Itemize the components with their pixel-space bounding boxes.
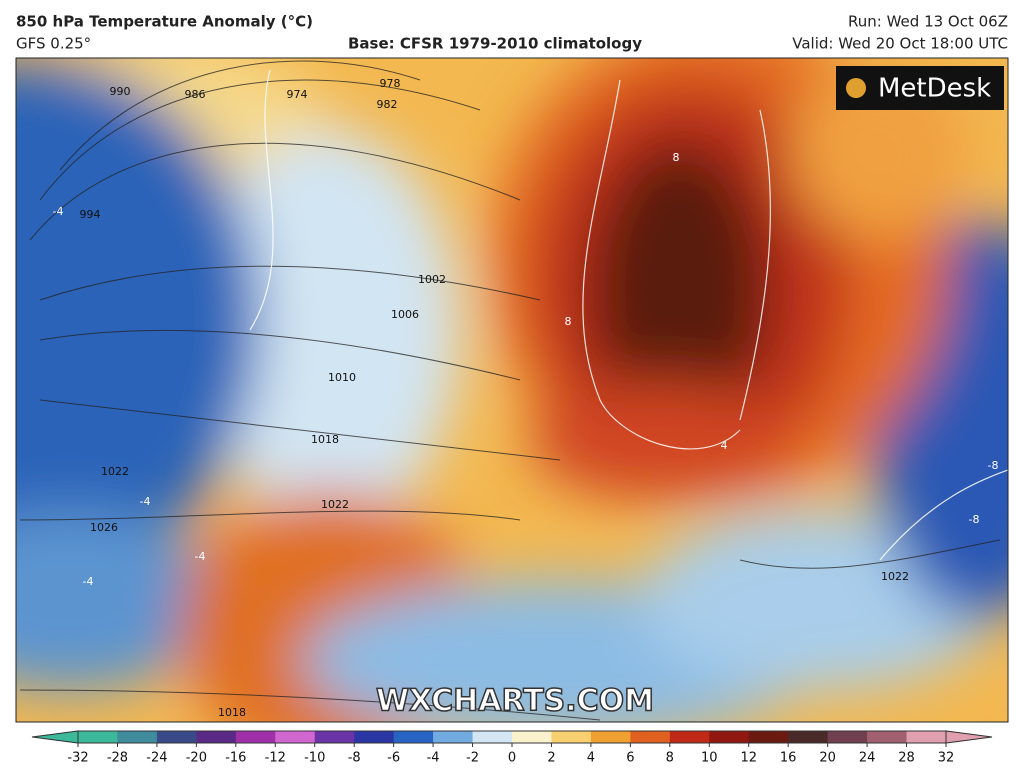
colorbar-bin [235, 731, 276, 743]
colorbar-tick-label: 16 [780, 751, 797, 766]
colorbar-tick-label: 8 [666, 751, 674, 766]
isobar-label: 994 [80, 208, 101, 221]
anomaly-label: -8 [969, 513, 980, 526]
colorbar-bin [827, 731, 868, 743]
isobar-label: 1018 [218, 706, 246, 719]
colorbar-tick-label: 32 [938, 751, 955, 766]
colorbar-bin [748, 731, 789, 743]
colorbar-tick-label: 28 [898, 751, 915, 766]
colorbar-tick-label: -16 [225, 751, 246, 766]
isobar-label: 1002 [418, 273, 446, 286]
model: GFS 0.25° [16, 35, 91, 53]
logo-icon [846, 78, 866, 98]
colorbar-tick-label: 20 [819, 751, 836, 766]
colorbar-tick-label: -20 [186, 751, 207, 766]
isobar-label: 1018 [311, 433, 339, 446]
colorbar-bin [472, 731, 513, 743]
isobar-label: 1022 [321, 498, 349, 511]
colorbar-bin [433, 731, 474, 743]
anomaly-label: -4 [140, 495, 151, 508]
colorbar-tick-label: -4 [427, 751, 440, 766]
colorbar-tick-label: 10 [701, 751, 718, 766]
colorbar-tick-label: -32 [67, 751, 88, 766]
colorbar-tick-label: 12 [740, 751, 757, 766]
isobar-label: 978 [380, 77, 401, 90]
map: 990 986 974 978 982 994 1002 1006 1010 1018 1022 10… [16, 58, 1008, 722]
isobar-label: 990 [110, 85, 131, 98]
colorbar-tick-label: -2 [466, 751, 479, 766]
colorbar-bin [314, 731, 355, 743]
isobar-label: 986 [185, 88, 206, 101]
run: Run: Wed 13 Oct 06Z [848, 13, 1008, 31]
colorbar-tick-label: 6 [626, 751, 634, 766]
colorbar-tick-label: -8 [348, 751, 361, 766]
colorbar-bin [117, 731, 158, 743]
base: Base: CFSR 1979-2010 climatology [348, 35, 642, 53]
colorbar-bin [196, 731, 237, 743]
colorbar-bin [275, 731, 316, 743]
anomaly-label: 8 [565, 315, 572, 328]
colorbar-tick-label: 0 [508, 751, 516, 766]
watermark: WXCHARTS.COM [376, 684, 654, 719]
isobar-label: 982 [377, 98, 398, 111]
colorbar-tick-label: 4 [587, 751, 595, 766]
colorbar-bin [551, 731, 592, 743]
colorbar-bin [709, 731, 750, 743]
colorbar-bin [156, 731, 197, 743]
colorbar-arrow-low [31, 730, 79, 744]
colorbar-tick-label: -10 [304, 751, 325, 766]
colorbar-tick-label: -12 [265, 751, 286, 766]
colorbar-tick-label: 24 [859, 751, 876, 766]
valid: Valid: Wed 20 Oct 18:00 UTC [792, 35, 1008, 53]
colorbar-tick-label: -24 [146, 751, 167, 766]
isobars [19, 60, 1001, 721]
anomaly-label: 4 [721, 439, 728, 452]
colorbar-tick-label: -6 [387, 751, 400, 766]
colorbar-bin [906, 731, 947, 743]
colorbar-bin [354, 731, 395, 743]
isobar-label: 974 [287, 88, 308, 101]
anomaly-label: -8 [988, 459, 999, 472]
isobar-label: 1026 [90, 521, 118, 534]
colorbar-tick-label: -28 [107, 751, 128, 766]
isobar-label: 1010 [328, 371, 356, 384]
anomaly-label: 8 [673, 151, 680, 164]
colorbar-bin [78, 731, 118, 743]
colorbar: -32 -28 -24 -20 -16 -12 -10 -8 -6 -4 -2 0 2 4 6 8 10 12 16… [31, 730, 993, 766]
anomaly-field [16, 58, 1008, 722]
colorbar-bin [669, 731, 710, 743]
logo: MetDesk [878, 74, 991, 104]
title: 850 hPa Temperature Anomaly (°C) [16, 13, 313, 31]
colorbar-bin [788, 731, 829, 743]
colorbar-arrow-high [945, 730, 993, 744]
anomaly-label: -4 [195, 550, 206, 563]
colorbar-bin [867, 731, 908, 743]
colorbar-bin [590, 731, 631, 743]
colorbar-tick-label: 2 [547, 751, 555, 766]
colorbar-bin [393, 731, 434, 743]
map-labels: 990 986 974 978 982 994 1002 1006 1010 1018 1022 10… [53, 77, 999, 719]
anomaly-label: -4 [83, 575, 94, 588]
isobar-label: 1006 [391, 308, 419, 321]
anomaly-label: -4 [53, 205, 64, 218]
map-frame [15, 57, 1009, 723]
isobar-label: 1022 [101, 465, 129, 478]
anomaly-contours [249, 69, 1008, 561]
isobar-label: 1022 [881, 570, 909, 583]
colorbar-bin [512, 731, 552, 743]
colorbar-bin [630, 731, 671, 743]
